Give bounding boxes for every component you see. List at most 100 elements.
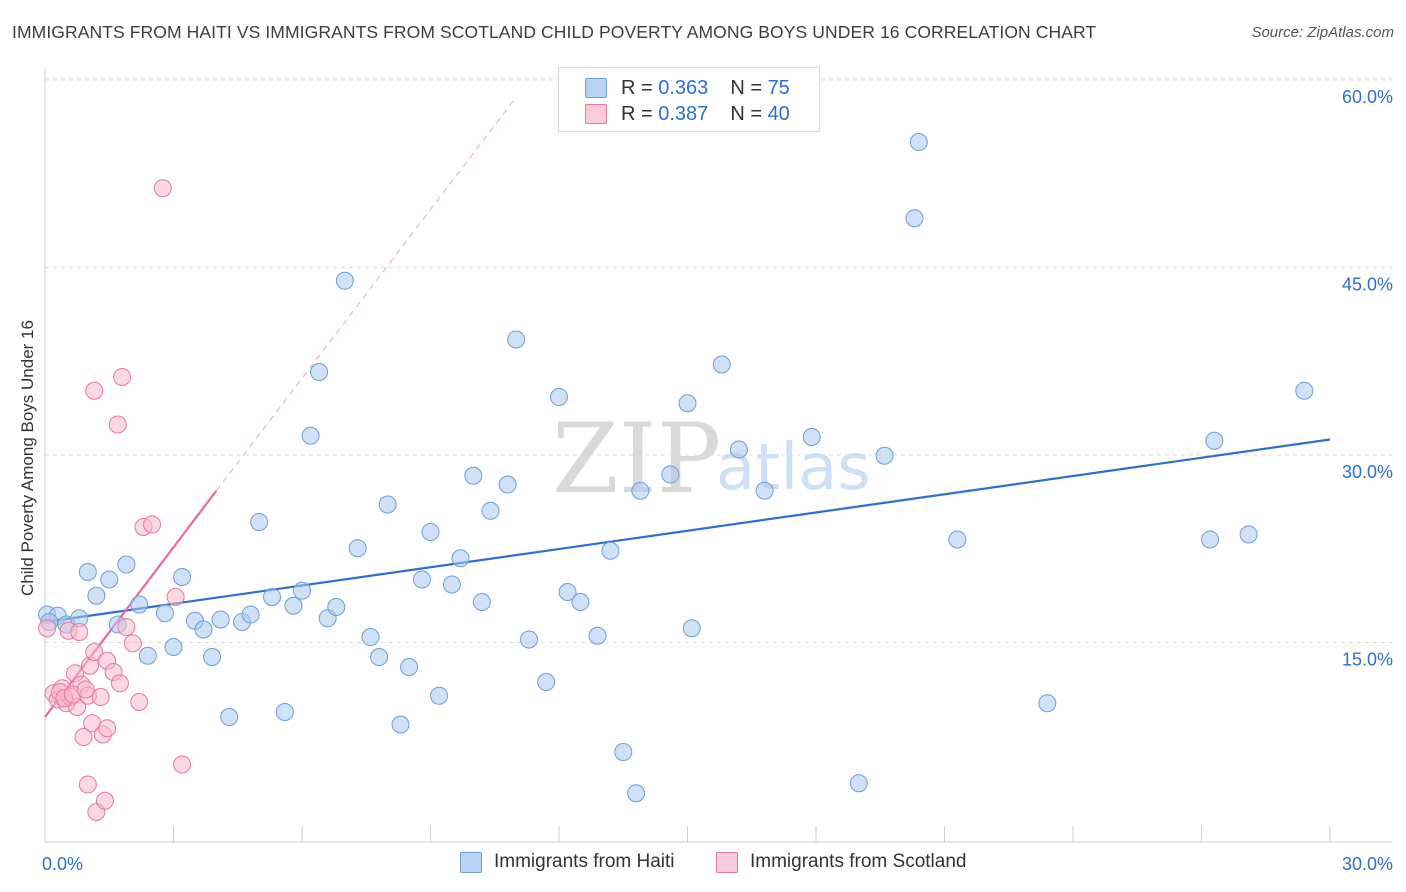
data-point-scotland [95,791,114,810]
data-point-haiti [293,581,311,600]
data-point-haiti [571,593,590,611]
data-point-haiti [194,620,213,639]
data-point-scotland [70,623,89,641]
data-point-haiti [1038,694,1057,713]
x-tick-label: 30.0% [1342,854,1393,874]
data-point-scotland [123,634,142,653]
legend-n-value-scotland: 40 [767,102,790,125]
data-point-scotland [74,728,93,746]
data-point-haiti [1295,381,1314,400]
data-point-haiti [905,209,924,228]
data-point-haiti [588,626,607,645]
correlation-legend: R = 0.363 N = 75 R = 0.387 N = 40 [558,67,820,132]
legend-item-scotland[interactable]: Immigrants from Scotland [716,851,966,873]
data-point-scotland [110,674,129,693]
data-point-haiti [755,481,774,500]
data-point-haiti [164,638,183,656]
data-point-haiti [310,363,329,381]
data-point-haiti [250,513,269,531]
data-point-scotland [38,619,57,638]
chart-source: Source: ZipAtlas.com [1251,24,1394,41]
data-point-haiti [682,619,701,638]
data-point-haiti [472,593,491,611]
data-point-haiti [263,588,282,606]
legend-label-haiti: Immigrants from Haiti [494,851,675,872]
data-point-haiti [100,570,119,589]
data-point-haiti [327,598,346,616]
data-point-scotland [98,719,117,738]
data-point-haiti [361,628,380,646]
data-point-haiti [627,784,646,803]
data-point-haiti [370,648,389,666]
legend-n-value-haiti: 75 [767,76,790,99]
data-point-haiti [442,575,461,594]
data-point-haiti [391,715,410,734]
data-point-haiti [301,426,320,445]
data-point-haiti [464,466,483,485]
data-point-haiti [507,330,526,349]
trend-line-extension-1 [215,96,517,492]
legend-label-scotland: Immigrants from Scotland [750,851,967,872]
data-point-haiti [520,630,539,649]
legend-swatch-scotland [585,104,607,124]
data-point-haiti [155,604,174,623]
data-point-haiti [712,355,731,374]
legend-swatch-scotland [716,851,738,873]
data-point-haiti [558,583,577,601]
data-point-haiti [451,549,470,568]
data-point-scotland [143,515,162,534]
legend-r-label: R = [621,76,653,99]
data-points [38,133,1314,821]
trend-line-0 [44,438,1331,624]
data-point-haiti [481,501,500,520]
y-tick-label: 60.0% [1342,87,1393,107]
data-point-haiti [631,481,650,500]
data-point-haiti [130,595,149,614]
data-point-haiti [211,610,230,629]
y-tick-label: 45.0% [1342,275,1393,295]
data-point-haiti [284,596,303,615]
data-point-haiti [203,648,222,666]
series-legend: Immigrants from Haiti Immigrants from Sc… [0,851,1406,877]
data-point-scotland [166,588,185,606]
chart-title: IMMIGRANTS FROM HAITI VS IMMIGRANTS FROM… [12,22,1097,42]
data-point-haiti [537,673,556,691]
data-point-haiti [430,686,449,705]
legend-r-value-haiti: 0.363 [658,76,709,99]
data-point-scotland [130,693,149,711]
legend-item-haiti[interactable]: Immigrants from Haiti [460,851,675,873]
data-point-haiti [661,465,680,484]
data-point-haiti [412,570,431,589]
axes [44,68,1392,843]
data-point-scotland [78,775,97,794]
tick-labels: 15.0% 30.0% 45.0% 60.0% 0.0% 30.0% [42,87,1393,874]
data-point-scotland [85,643,104,661]
data-point-haiti [138,646,157,665]
data-point-haiti [117,555,136,574]
legend-r-label: R = [621,102,653,125]
data-point-haiti [421,523,440,541]
data-point-haiti [1201,530,1220,549]
data-point-haiti [378,495,397,514]
legend-n-label: N = [730,102,762,125]
data-point-haiti [87,586,106,605]
data-point-haiti [1239,525,1258,544]
data-point-haiti [400,658,419,676]
data-point-haiti [78,563,97,581]
legend-swatch-haiti [585,78,607,98]
data-point-scotland [113,368,132,386]
data-point-scotland [153,179,172,198]
data-point-haiti [335,271,354,290]
data-point-haiti [498,475,517,494]
data-point-haiti [241,605,260,624]
data-point-haiti [601,541,620,560]
data-point-haiti [275,703,294,721]
data-point-scotland [108,415,127,434]
data-point-haiti [550,388,568,406]
data-point-haiti [875,446,894,465]
y-tick-label: 15.0% [1342,650,1393,670]
data-point-haiti [348,539,367,558]
data-point-haiti [849,774,868,793]
legend-swatch-haiti [460,851,482,873]
